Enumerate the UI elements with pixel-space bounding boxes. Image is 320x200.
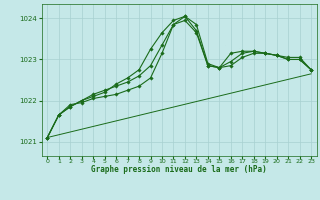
X-axis label: Graphe pression niveau de la mer (hPa): Graphe pression niveau de la mer (hPa)	[91, 165, 267, 174]
